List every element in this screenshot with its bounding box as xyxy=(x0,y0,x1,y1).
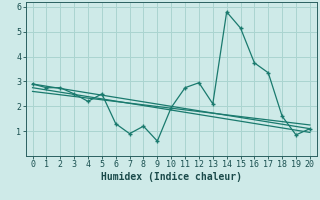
X-axis label: Humidex (Indice chaleur): Humidex (Indice chaleur) xyxy=(101,172,242,182)
